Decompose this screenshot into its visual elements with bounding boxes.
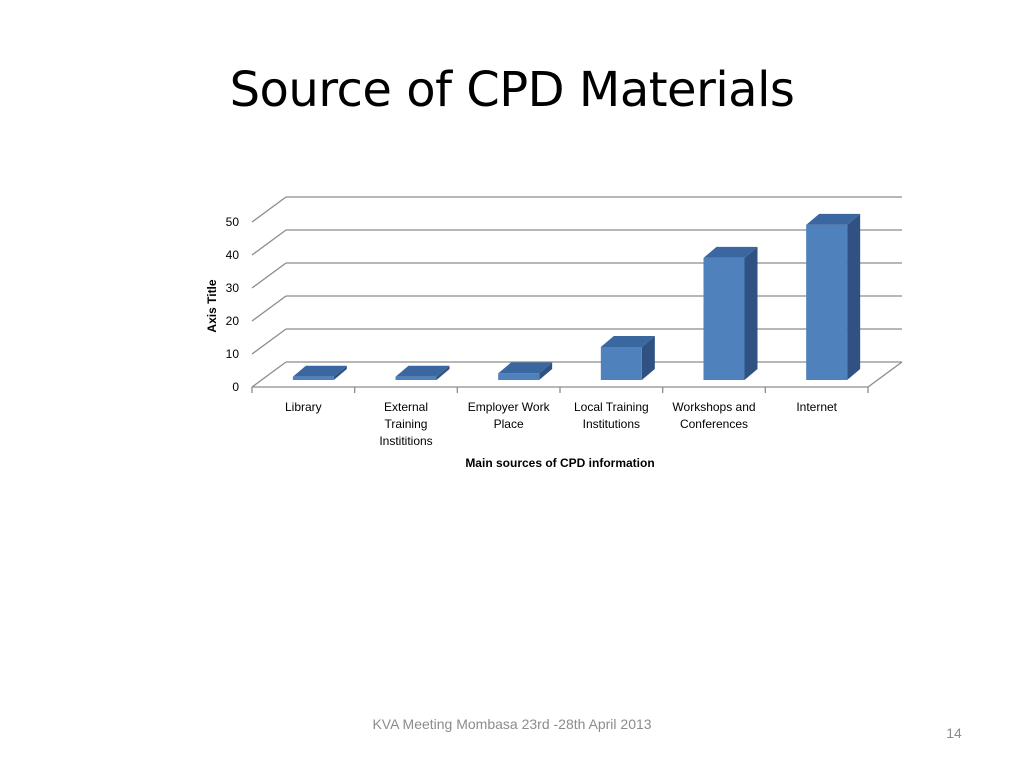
floor-edge [867, 361, 903, 388]
bar-side [744, 246, 758, 380]
bar-top [600, 336, 655, 347]
slide-title: Source of CPD Materials [229, 62, 795, 118]
y-tick-label: 20 [226, 314, 240, 328]
x-tick-label: External Training Instititions [379, 400, 432, 448]
grid-diagonal [251, 328, 287, 355]
y-tick-label: 10 [226, 347, 240, 361]
footer-text: KVA Meeting Mombasa 23rd -28th April 201… [372, 716, 652, 732]
grid-diagonal [251, 229, 287, 256]
bar-side [333, 365, 347, 380]
y-tick-label: 50 [226, 215, 240, 229]
bar [806, 224, 848, 380]
y-tick-label: 30 [226, 281, 240, 295]
grid-diagonal [251, 295, 287, 322]
x-tick-label: Library [285, 400, 322, 414]
bar-top [498, 362, 553, 374]
x-tick-label: Local Training Institutions [574, 400, 649, 431]
y-axis-title: Axis Title [205, 279, 219, 332]
x-tick-label: Employer Work Place [468, 400, 551, 431]
grid-diagonal [251, 361, 287, 388]
bar-side [641, 336, 655, 380]
x-axis-title: Main sources of CPD information [465, 456, 654, 470]
bar-side [436, 365, 450, 380]
bar-top [806, 213, 861, 225]
x-tick-label: Workshops and Conferences [672, 400, 755, 431]
page-number: 14 [946, 725, 962, 741]
grid-diagonal [251, 196, 287, 223]
x-tick-label: Internet [796, 400, 837, 414]
y-tick-label: 40 [226, 248, 240, 262]
bar-top [395, 365, 450, 377]
bar-top [703, 246, 758, 258]
bar [703, 257, 745, 380]
bar [292, 376, 334, 380]
bar [498, 373, 540, 380]
grid-diagonal [251, 262, 287, 289]
bar [395, 376, 437, 380]
bar-top [292, 365, 347, 377]
y-tick-label: 0 [232, 380, 239, 394]
bar-side [539, 362, 553, 380]
bar [600, 347, 642, 380]
bar-side [847, 213, 861, 380]
